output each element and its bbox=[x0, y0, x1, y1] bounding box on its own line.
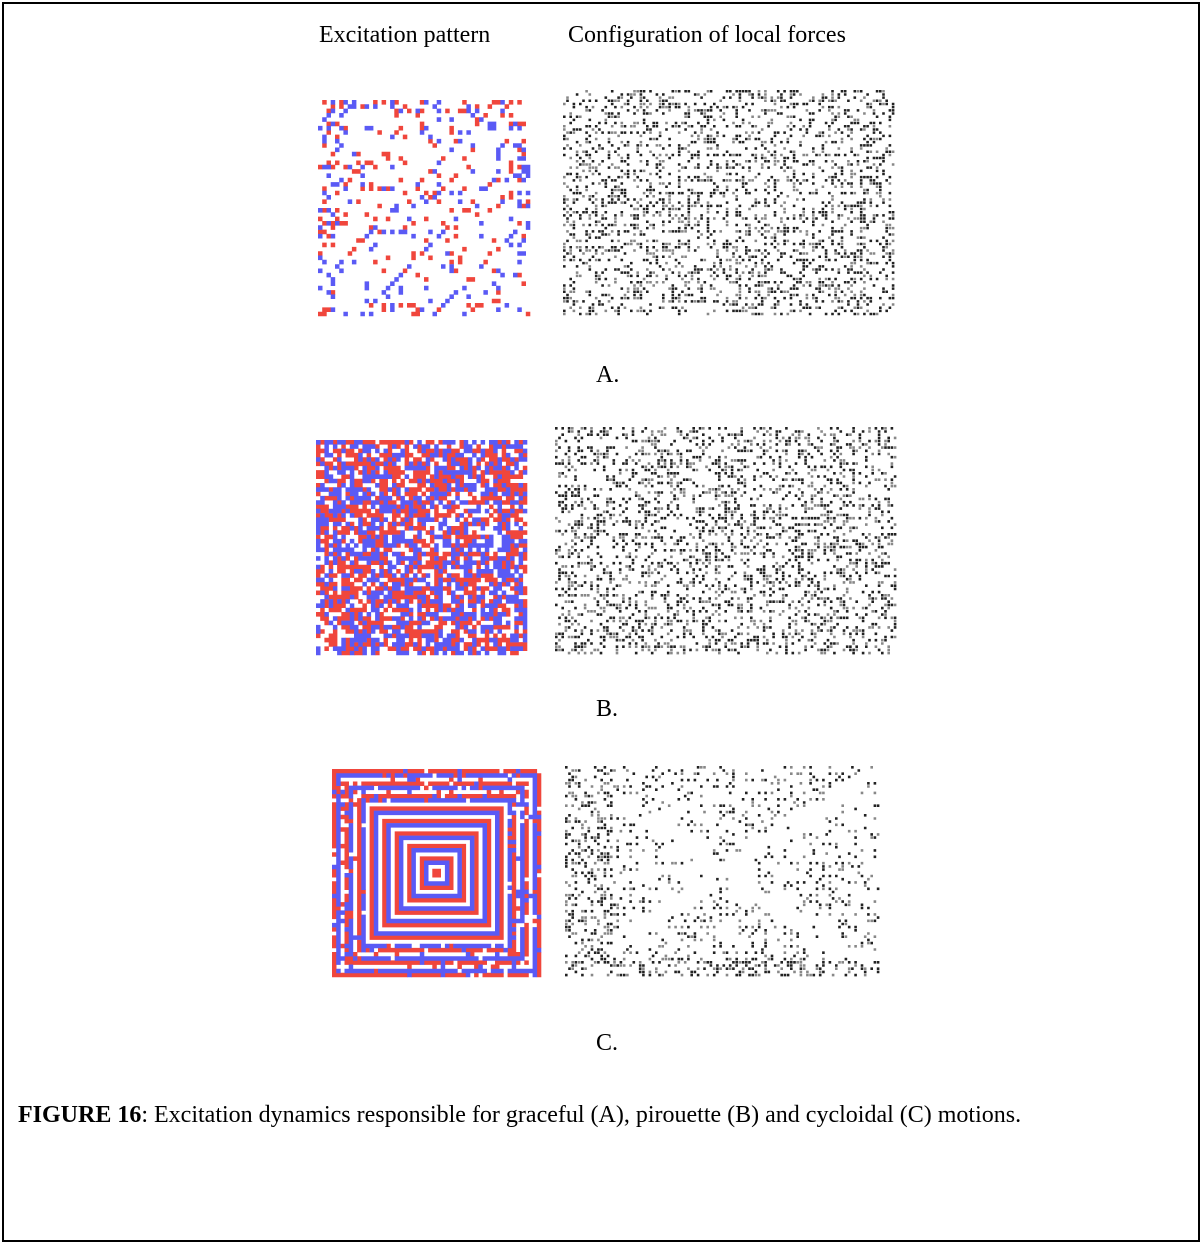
figure-caption: FIGURE 16: Excitation dynamics responsib… bbox=[18, 1094, 1186, 1136]
panel-label: B. bbox=[596, 696, 618, 723]
force-dark bbox=[565, 766, 879, 976]
caption-label: FIGURE 16 bbox=[18, 1102, 141, 1128]
force-dark bbox=[563, 90, 894, 315]
force-mid bbox=[565, 766, 879, 976]
panel-label: A. bbox=[596, 362, 619, 389]
page: Excitation pattern Configuration of loca… bbox=[0, 0, 1204, 1219]
caption-text: : Excitation dynamics responsible for gr… bbox=[141, 1102, 1021, 1128]
panel-label: C. bbox=[596, 1030, 618, 1057]
column-header: Configuration of local forces bbox=[568, 22, 846, 49]
column-header: Excitation pattern bbox=[319, 22, 490, 49]
